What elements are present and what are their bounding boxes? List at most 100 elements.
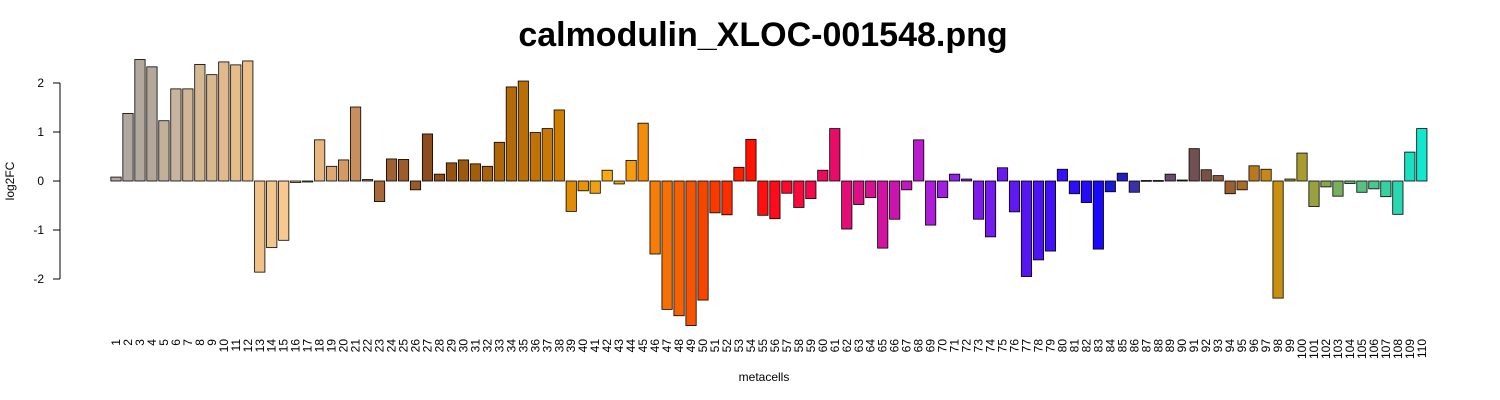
x-tick-label: 9 xyxy=(205,339,219,346)
bar xyxy=(445,162,457,182)
bar xyxy=(362,179,374,182)
bar xyxy=(1260,168,1272,182)
x-tick-label: 52 xyxy=(720,339,734,353)
x-tick-label: 41 xyxy=(588,339,602,353)
x-tick-label: 13 xyxy=(253,339,267,353)
x-tick-label: 51 xyxy=(708,339,722,353)
x-tick-label: 72 xyxy=(960,339,974,353)
x-tick-label: 59 xyxy=(804,339,818,353)
bar xyxy=(877,180,889,249)
bar xyxy=(901,180,913,191)
bar xyxy=(134,59,146,182)
x-tick-label: 68 xyxy=(912,339,926,353)
x-tick-label: 69 xyxy=(924,339,938,353)
bar xyxy=(805,180,817,200)
x-tick-label: 8 xyxy=(193,339,207,346)
bar xyxy=(1356,180,1368,193)
bar xyxy=(1056,168,1068,182)
bar xyxy=(913,139,925,182)
x-tick-label: 74 xyxy=(984,339,998,353)
bar xyxy=(1296,152,1308,182)
bar xyxy=(1380,180,1392,198)
x-tick-label: 30 xyxy=(456,339,470,353)
bar xyxy=(278,180,290,241)
bar xyxy=(1092,180,1104,250)
x-tick-label: 92 xyxy=(1199,339,1213,353)
x-tick-labels: 1234567891011121314151617181920212223242… xyxy=(109,339,1429,359)
x-tick-label: 21 xyxy=(349,339,363,353)
x-tick-label: 26 xyxy=(409,339,423,353)
x-tick-label: 1 xyxy=(109,339,123,346)
bar xyxy=(1200,169,1212,182)
bar xyxy=(517,80,529,182)
x-tick-label: 29 xyxy=(444,339,458,353)
x-tick-label: 31 xyxy=(468,339,482,353)
x-tick-label: 53 xyxy=(732,339,746,353)
x-tick-label: 10 xyxy=(217,339,231,353)
bar xyxy=(541,128,553,182)
x-tick-label: 33 xyxy=(492,339,506,353)
bar xyxy=(769,180,781,220)
bar xyxy=(661,180,673,310)
bar xyxy=(685,180,697,326)
x-tick-label: 56 xyxy=(768,339,782,353)
bar xyxy=(457,159,469,182)
bar xyxy=(1248,165,1260,182)
bar xyxy=(433,173,446,182)
bar xyxy=(146,66,158,182)
bar xyxy=(230,64,242,182)
bar xyxy=(254,180,266,273)
x-tick-label: 44 xyxy=(624,339,638,353)
bar xyxy=(182,88,194,182)
bars xyxy=(110,59,1428,326)
x-tick-label: 5 xyxy=(157,339,171,346)
x-tick-label: 107 xyxy=(1379,339,1393,359)
bar xyxy=(757,180,769,216)
x-tick-label: 70 xyxy=(936,339,950,353)
bar xyxy=(553,109,565,182)
x-tick-label: 35 xyxy=(516,339,530,353)
x-tick-label: 75 xyxy=(996,339,1010,353)
bar xyxy=(1332,180,1344,197)
x-tick-label: 71 xyxy=(948,339,962,353)
x-tick-label: 46 xyxy=(648,339,662,353)
x-tick-label: 49 xyxy=(684,339,698,353)
x-tick-label: 103 xyxy=(1331,339,1345,359)
x-tick-label: 15 xyxy=(277,339,291,353)
x-tick-label: 87 xyxy=(1139,339,1153,353)
bar xyxy=(1284,178,1296,182)
bar xyxy=(613,180,625,185)
bar xyxy=(505,86,517,182)
x-tick-label: 60 xyxy=(816,339,830,353)
bar xyxy=(1128,180,1140,193)
bar xyxy=(853,180,865,205)
bar xyxy=(1152,180,1164,182)
x-tick-label: 94 xyxy=(1223,339,1237,353)
bar xyxy=(1080,180,1092,203)
x-tick-label: 55 xyxy=(756,339,770,353)
x-tick-label: 81 xyxy=(1067,339,1081,353)
x-tick-label: 66 xyxy=(888,339,902,353)
x-tick-label: 28 xyxy=(432,339,446,353)
x-tick-label: 34 xyxy=(504,339,518,353)
bar xyxy=(1008,180,1021,213)
x-tick-label: 88 xyxy=(1151,339,1165,353)
bar xyxy=(469,163,481,182)
x-tick-label: 104 xyxy=(1343,339,1357,359)
bar xyxy=(1188,148,1200,182)
x-tick-label: 101 xyxy=(1307,339,1321,359)
bar xyxy=(481,165,493,182)
x-tick-label: 32 xyxy=(480,339,494,353)
bar xyxy=(565,180,577,212)
bar xyxy=(302,180,314,183)
x-tick-label: 20 xyxy=(337,339,351,353)
bar xyxy=(1404,151,1416,182)
bar xyxy=(493,141,505,182)
bar xyxy=(865,180,877,199)
x-tick-label: 105 xyxy=(1355,339,1369,359)
x-tick-label: 40 xyxy=(576,339,590,353)
bar xyxy=(1212,175,1224,182)
x-tick-label: 45 xyxy=(636,339,650,353)
x-tick-label: 93 xyxy=(1211,339,1225,353)
